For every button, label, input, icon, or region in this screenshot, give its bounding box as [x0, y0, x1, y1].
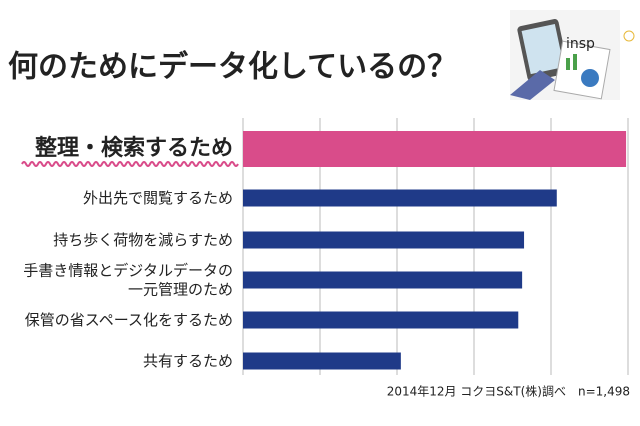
bar [243, 352, 401, 370]
y-tick-label: 整理・検索するため [35, 135, 233, 161]
label-line: 手書き情報とデジタルデータの [23, 261, 233, 279]
bar [243, 271, 523, 289]
label-line: 共有するため [143, 352, 233, 370]
illustration [510, 10, 635, 100]
bar [243, 311, 519, 329]
bar [243, 231, 525, 249]
chart-title: 何のためにデータ化しているの？ [8, 50, 457, 85]
bar [243, 189, 557, 207]
y-tick-label: 保管の省スペース化をするため [25, 311, 233, 329]
bar [243, 131, 627, 167]
y-tick-label: 手書き情報とデジタルデータの一元管理のため [23, 261, 233, 298]
logo: insp [566, 36, 595, 52]
y-tick-label: 外出先で閲覧するため [83, 189, 233, 207]
y-tick-label: 共有するため [143, 352, 233, 370]
label-line: 整理・検索するため [35, 135, 233, 161]
label-line: 持ち歩く荷物を減らすため [53, 231, 233, 249]
footnote: 2014年12月 コクヨS&T(株)調べ n=1,498 [387, 384, 630, 399]
y-tick-label: 持ち歩く荷物を減らすため [53, 231, 233, 249]
label-line: 保管の省スペース化をするため [25, 311, 233, 329]
label-line: 外出先で閲覧するため [83, 189, 233, 207]
wavy-underline [21, 161, 239, 167]
label-line: 一元管理のため [128, 280, 233, 298]
